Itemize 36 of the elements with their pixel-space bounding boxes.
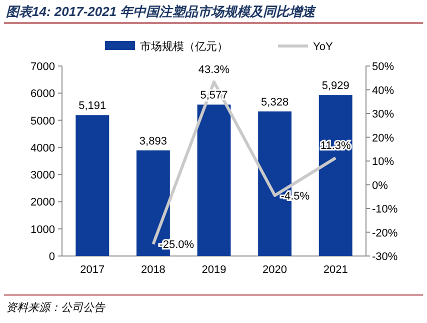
y-tick-label: 0 (48, 251, 55, 263)
y-tick-label: 5000 (30, 115, 55, 128)
data-label: 5,328 (261, 96, 289, 108)
x-tick-label: 2020 (262, 264, 288, 276)
x-tick-label: 2017 (80, 264, 105, 276)
y-tick-label: 2000 (30, 196, 55, 209)
y2-tick-label: -20% (372, 227, 398, 240)
data-label: 5,929 (322, 80, 350, 92)
y2-tick-label: 40% (372, 84, 394, 97)
legend-label: 市场规模（亿元） (140, 40, 228, 53)
x-tick-label: 2019 (202, 264, 226, 276)
data-label: 5,191 (78, 100, 106, 112)
bar (197, 104, 231, 256)
y2-tick-label: 50% (372, 61, 394, 73)
bar (318, 95, 352, 256)
y-tick-label: 4000 (30, 142, 55, 154)
y-tick-label: 3000 (30, 170, 55, 182)
y-tick-label: 1000 (30, 224, 55, 236)
legend-label: YoY (313, 41, 334, 53)
y-tick-label: 7000 (30, 61, 55, 73)
y2-tick-label: -10% (372, 204, 398, 216)
y2-tick-label: 20% (372, 132, 394, 144)
data-label: 43.3% (198, 64, 230, 76)
data-label: 3,893 (139, 135, 167, 148)
y-tick-label: 6000 (30, 88, 55, 100)
data-label: 11.3% (320, 140, 352, 152)
bar (76, 115, 110, 256)
y2-tick-label: 10% (372, 156, 394, 168)
y2-tick-label: 30% (372, 108, 394, 120)
chart-title: 图表14: 2017-2021 年中国注塑品市场规模及同比增速 (6, 4, 318, 19)
y2-tick-label: -30% (372, 251, 398, 263)
y2-tick-label: 0% (372, 180, 388, 192)
x-tick-label: 2018 (140, 264, 166, 276)
data-label: 5,577 (200, 90, 228, 102)
x-tick-label: 2021 (323, 264, 348, 276)
text: 资料来源：公司公告 (6, 301, 106, 314)
